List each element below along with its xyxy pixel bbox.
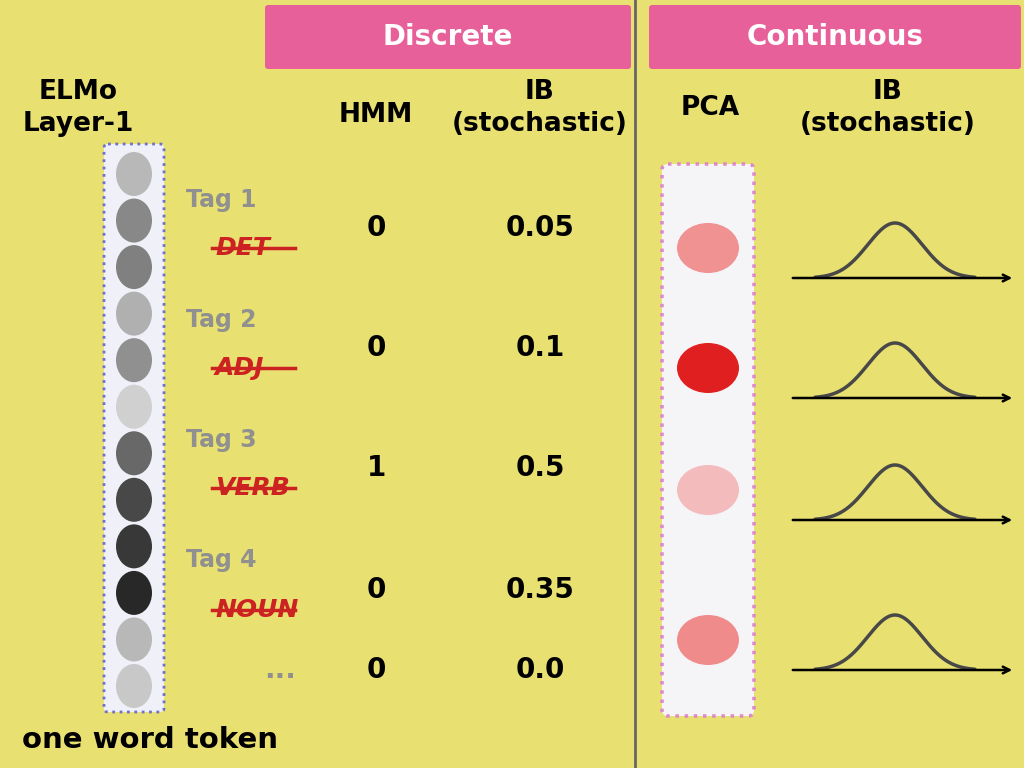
Ellipse shape bbox=[677, 465, 739, 515]
Text: VERB: VERB bbox=[215, 476, 290, 500]
Text: PCA: PCA bbox=[680, 95, 739, 121]
FancyBboxPatch shape bbox=[649, 5, 1021, 69]
Text: IB
(stochastic): IB (stochastic) bbox=[800, 79, 976, 137]
Text: 0.05: 0.05 bbox=[506, 214, 574, 242]
Text: 1: 1 bbox=[367, 454, 386, 482]
Ellipse shape bbox=[116, 478, 152, 521]
Ellipse shape bbox=[677, 615, 739, 665]
Text: Tag 1: Tag 1 bbox=[186, 188, 256, 212]
Text: IB
(stochastic): IB (stochastic) bbox=[452, 79, 628, 137]
Text: one word token: one word token bbox=[22, 726, 278, 754]
Text: ...: ... bbox=[264, 656, 296, 684]
Ellipse shape bbox=[116, 617, 152, 661]
Ellipse shape bbox=[116, 245, 152, 289]
Ellipse shape bbox=[116, 664, 152, 708]
Text: Tag 2: Tag 2 bbox=[186, 308, 256, 332]
Text: Tag 3: Tag 3 bbox=[186, 428, 257, 452]
FancyBboxPatch shape bbox=[662, 164, 754, 716]
Ellipse shape bbox=[116, 432, 152, 475]
Text: 0: 0 bbox=[367, 334, 386, 362]
Text: 0.5: 0.5 bbox=[515, 454, 565, 482]
Text: HMM: HMM bbox=[339, 102, 413, 128]
FancyBboxPatch shape bbox=[265, 5, 631, 69]
Text: 0.0: 0.0 bbox=[515, 656, 564, 684]
Text: Continuous: Continuous bbox=[746, 23, 924, 51]
Ellipse shape bbox=[677, 343, 739, 393]
Text: 0: 0 bbox=[367, 656, 386, 684]
Text: 0.1: 0.1 bbox=[515, 334, 564, 362]
FancyBboxPatch shape bbox=[104, 144, 164, 712]
Text: ELMo
Layer-1: ELMo Layer-1 bbox=[23, 79, 134, 137]
Text: Discrete: Discrete bbox=[383, 23, 513, 51]
Text: NOUN: NOUN bbox=[215, 598, 298, 622]
Ellipse shape bbox=[116, 385, 152, 429]
Ellipse shape bbox=[116, 525, 152, 568]
Text: 0: 0 bbox=[367, 576, 386, 604]
Ellipse shape bbox=[116, 571, 152, 615]
Ellipse shape bbox=[116, 338, 152, 382]
Text: ADJ: ADJ bbox=[215, 356, 264, 380]
Text: 0: 0 bbox=[367, 214, 386, 242]
Ellipse shape bbox=[116, 199, 152, 243]
Text: Tag 4: Tag 4 bbox=[186, 548, 256, 572]
Text: DET: DET bbox=[215, 236, 270, 260]
Ellipse shape bbox=[116, 292, 152, 336]
Text: 0.35: 0.35 bbox=[506, 576, 574, 604]
Ellipse shape bbox=[116, 152, 152, 196]
Ellipse shape bbox=[677, 223, 739, 273]
